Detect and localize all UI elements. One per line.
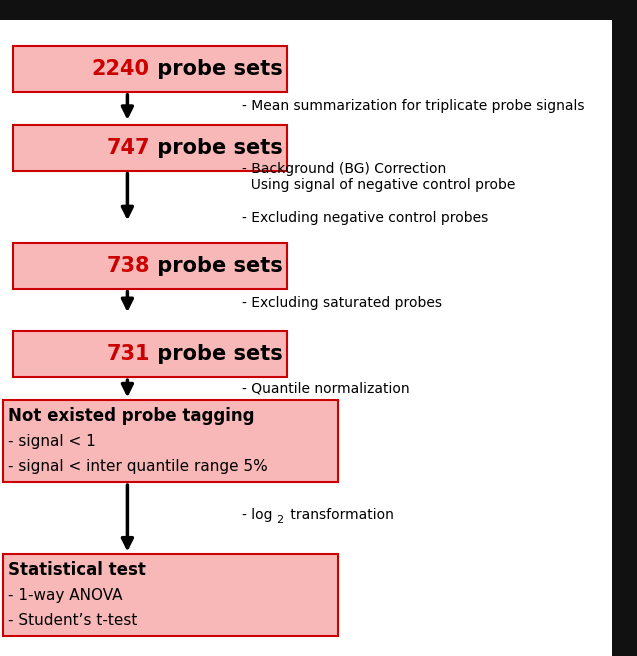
Text: - Student’s t-test: - Student’s t-test [8, 613, 138, 628]
Text: 2: 2 [276, 515, 283, 525]
Text: Statistical test: Statistical test [8, 562, 146, 579]
Text: probe sets: probe sets [150, 138, 282, 157]
Text: - signal < 1: - signal < 1 [8, 434, 96, 449]
Text: - Background (BG) Correction
  Using signal of negative control probe

- Excludi: - Background (BG) Correction Using signa… [242, 162, 515, 225]
Text: 731: 731 [106, 344, 150, 364]
Text: - Excluding saturated probes: - Excluding saturated probes [242, 296, 442, 310]
Text: probe sets: probe sets [150, 344, 282, 364]
FancyBboxPatch shape [3, 554, 338, 636]
Bar [612, 0, 637, 656]
FancyBboxPatch shape [13, 243, 287, 289]
Text: transformation: transformation [286, 508, 394, 522]
FancyBboxPatch shape [3, 400, 338, 482]
FancyBboxPatch shape [13, 46, 287, 92]
Text: - Quantile normalization: - Quantile normalization [242, 381, 410, 396]
Text: 747: 747 [106, 138, 150, 157]
Text: 738: 738 [106, 256, 150, 276]
Text: - 1-way ANOVA: - 1-way ANOVA [8, 588, 123, 603]
Text: probe sets: probe sets [150, 59, 282, 79]
FancyBboxPatch shape [13, 125, 287, 171]
Text: 2240: 2240 [92, 59, 150, 79]
Text: - log: - log [242, 508, 273, 522]
FancyBboxPatch shape [13, 331, 287, 377]
Text: - signal < inter quantile range 5%: - signal < inter quantile range 5% [8, 459, 268, 474]
Bar [0, 0, 637, 20]
Text: - Mean summarization for triplicate probe signals: - Mean summarization for triplicate prob… [242, 99, 585, 113]
Text: probe sets: probe sets [150, 256, 282, 276]
Text: Not existed probe tagging: Not existed probe tagging [8, 407, 255, 425]
